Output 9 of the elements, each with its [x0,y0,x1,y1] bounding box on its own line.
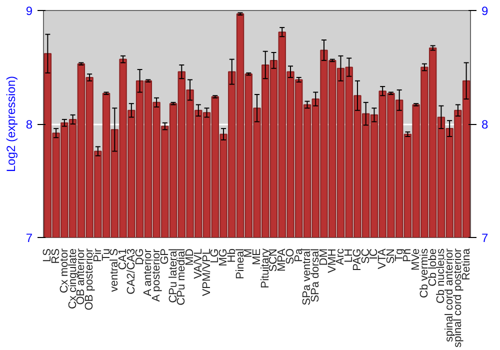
y2-tick-label: 9 [482,4,488,18]
x-tick-label: Retina [460,248,472,280]
y2-tick-label: 8 [482,118,488,132]
y-axis-title: Log2 (expression) [4,76,18,172]
y-tick-label: 9 [26,4,33,18]
y2-tick-label: 7 [482,231,488,245]
y-tick-label: 7 [26,231,33,245]
x-tick-label: Tg [393,248,406,262]
y-tick-label: 8 [26,118,33,132]
